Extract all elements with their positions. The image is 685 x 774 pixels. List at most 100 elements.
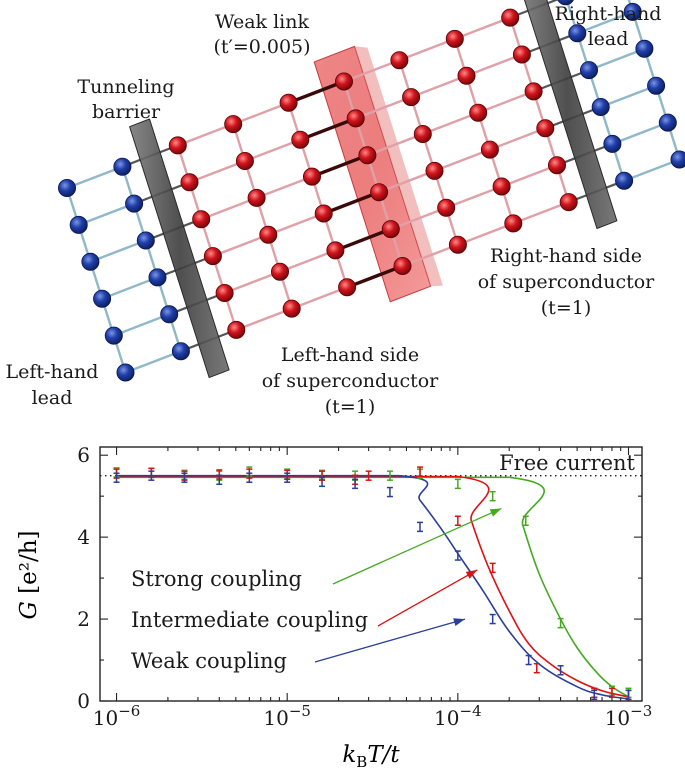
tunneling-barrier-shape — [129, 0, 618, 379]
bond — [334, 227, 392, 252]
free-current-label: Free current — [499, 451, 635, 475]
label-left-superconductor: Left-hand side — [281, 344, 419, 366]
lead-site — [160, 305, 179, 324]
superconductor-site — [524, 82, 543, 101]
superconductor-site — [224, 115, 243, 134]
superconductor-site — [235, 151, 254, 170]
lead-site — [113, 157, 132, 176]
annotation-arrow — [377, 569, 478, 627]
data-point-series-0 — [386, 470, 393, 481]
bond — [279, 249, 336, 273]
bond — [454, 16, 511, 41]
bond — [267, 212, 325, 236]
annotation-label: Strong coupling — [131, 567, 302, 591]
label-weak-link-param: (t′=0.005) — [213, 36, 310, 58]
y-tick-label: 4 — [77, 525, 90, 549]
y-tick-label: 2 — [77, 607, 90, 631]
bond — [422, 111, 479, 136]
data-point-series-2 — [352, 478, 359, 490]
annotation-label: Intermediate coupling — [131, 608, 368, 632]
curve-series-0 — [116, 476, 629, 698]
data-point-series-1 — [608, 687, 615, 699]
conductance-plot: Free current Strong coupling Intermediate… — [16, 443, 652, 771]
lead-site — [69, 215, 88, 234]
lead-site — [623, 2, 642, 21]
label-left-lead-2: lead — [32, 387, 73, 409]
annotation-arrow — [332, 507, 502, 585]
label-right-lead-2: lead — [588, 28, 629, 50]
bond — [477, 90, 535, 114]
plot-frame — [99, 446, 643, 702]
bond — [212, 233, 269, 258]
superconductor-site — [247, 188, 266, 207]
x-tick-labels: 10−6 10−5 10−4 10−3 — [93, 702, 653, 730]
bond — [232, 101, 290, 126]
superconductor-site — [492, 177, 511, 196]
lead-site — [647, 76, 666, 95]
superconductor-site — [548, 156, 567, 175]
data-point-series-2 — [557, 665, 564, 676]
data-point-series-1 — [489, 562, 496, 574]
y-axis-label: G [e²/h] — [16, 530, 42, 619]
lead-site — [615, 171, 634, 190]
x-tick-label: 10−5 — [263, 702, 311, 730]
bond — [378, 169, 435, 194]
label-left-superconductor-2: of superconductor — [262, 370, 439, 392]
bond — [311, 153, 369, 179]
bond — [235, 307, 293, 332]
bond — [287, 79, 345, 105]
data-point-series-2 — [319, 476, 326, 488]
lead-site — [557, 0, 574, 6]
label-right-superconductor: Right-hand side — [490, 245, 642, 267]
superconductor-site — [168, 136, 187, 155]
superconductor-site — [536, 119, 555, 138]
bond — [323, 190, 380, 216]
lead-site — [93, 289, 112, 308]
data-point-series-2 — [489, 613, 496, 625]
data-point-series-2 — [113, 472, 120, 483]
superconductor-site — [390, 51, 409, 70]
superconductor-site — [370, 183, 389, 202]
bond — [78, 202, 135, 227]
bond — [466, 53, 523, 77]
data-point-series-0 — [489, 490, 496, 502]
bond — [89, 239, 147, 263]
data-point-series-1 — [416, 466, 423, 477]
superconductor-site — [457, 66, 476, 85]
bond — [434, 148, 491, 173]
lead-site — [568, 24, 587, 43]
label-tunneling-barrier: Tunneling — [77, 76, 174, 98]
data-point-series-0 — [454, 478, 461, 490]
data-point-series-2 — [284, 472, 291, 483]
data-point-series-2 — [525, 654, 532, 666]
bond — [299, 116, 357, 142]
superconductor-site — [326, 241, 345, 260]
lead-site — [116, 363, 135, 382]
bond — [346, 264, 404, 289]
superconductor-site — [338, 278, 357, 297]
x-axis-label: kBT/t — [342, 742, 400, 771]
plot-ticks — [100, 447, 642, 702]
annotation-arrowhead — [453, 618, 465, 626]
y-tick-label: 0 — [77, 689, 90, 713]
lattice-sites — [58, 0, 685, 382]
lead-site — [125, 194, 144, 213]
diagram-labels: Weak link (t′=0.005) Right-hand lead Tun… — [6, 3, 662, 418]
label-left-superconductor-hopping: (t=1) — [325, 396, 375, 418]
superconductor-site — [413, 125, 432, 144]
annotation-arrowhead — [465, 569, 478, 579]
superconductor-site — [381, 220, 400, 239]
superconductor-site — [215, 283, 234, 302]
data-point-series-1 — [533, 662, 540, 674]
superconductor-site — [227, 320, 246, 339]
bond — [66, 165, 123, 190]
bond — [343, 59, 400, 83]
superconductor-site — [504, 214, 523, 233]
bond — [177, 122, 234, 147]
lead-site — [635, 39, 654, 58]
lattice-diagram — [58, 0, 685, 382]
lead-site — [580, 61, 599, 80]
superconductor-site — [282, 299, 301, 318]
right-lead-barrier — [523, 0, 618, 229]
